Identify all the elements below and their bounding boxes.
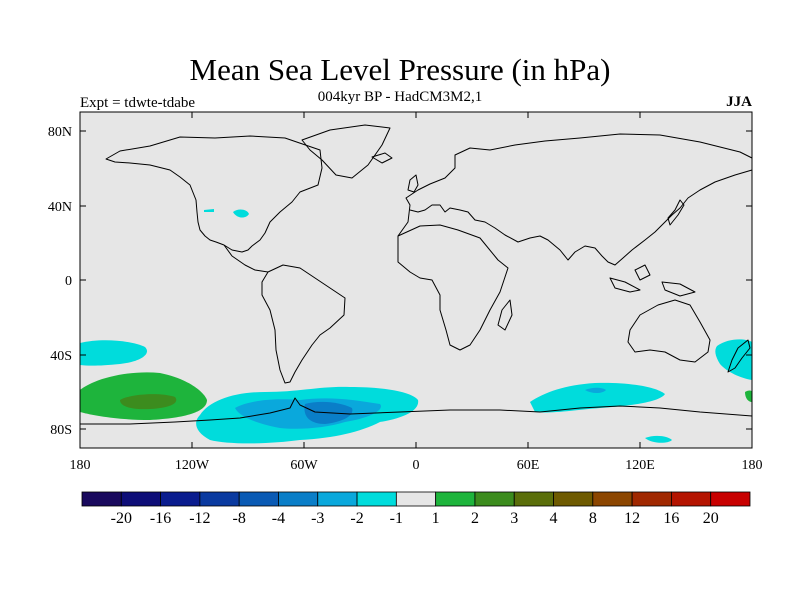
colorbar-label: 4 xyxy=(550,510,558,527)
lon-label-180-west: 180 xyxy=(70,458,91,473)
lon-label-60w: 60W xyxy=(290,458,318,473)
experiment-label: Expt = tdwte-tdabe xyxy=(80,95,196,111)
anomaly-region-indian-ocean-cyan xyxy=(530,382,665,413)
latitude-labels: 80N 40N 0 40S 80S xyxy=(48,125,72,438)
anomaly-region-se-pacific-core xyxy=(120,394,177,410)
colorbar-label: 16 xyxy=(663,510,679,527)
anomaly-region-indian-ocean-core xyxy=(585,387,606,393)
colorbar-swatch xyxy=(317,491,358,507)
coastlines xyxy=(80,124,753,425)
chart-subtitle: 004kyr BP - HadCM3M2,1 xyxy=(317,89,483,105)
colorbar: -20 -16 -12 -8 -4 -3 -2 -1 1 2 3 4 8 12 16 20 xyxy=(81,491,751,527)
coast-greenland xyxy=(301,124,391,179)
colorbar-swatch xyxy=(81,491,122,507)
anomaly-region-far-east-green xyxy=(745,390,752,402)
colorbar-swatch xyxy=(631,491,672,507)
colorbar-swatch xyxy=(435,491,476,507)
colorbar-swatch xyxy=(710,491,751,507)
coast-australia xyxy=(627,299,711,363)
coast-new-zealand xyxy=(727,339,751,373)
coast-new-guinea xyxy=(661,281,696,297)
coast-africa xyxy=(397,224,509,351)
colorbar-swatch xyxy=(474,491,515,507)
coast-antarctica xyxy=(80,397,753,425)
anomaly-region-gulf-cyan xyxy=(233,209,249,218)
lon-label-120e: 120E xyxy=(625,458,655,473)
colorbar-label: -12 xyxy=(189,510,210,527)
anomaly-region-ross-sea-cyan xyxy=(645,435,672,443)
coast-north-america xyxy=(105,135,323,253)
lat-label-0: 0 xyxy=(65,274,72,289)
lat-label-40s: 40S xyxy=(50,349,72,364)
colorbar-swatch xyxy=(238,491,279,507)
colorbar-swatch xyxy=(199,491,240,507)
colorbar-swatch xyxy=(356,491,397,507)
longitude-axis xyxy=(191,112,641,448)
coast-eurasia xyxy=(397,133,753,266)
lon-label-0: 0 xyxy=(413,458,420,473)
colorbar-label: -20 xyxy=(111,510,132,527)
coast-iceland xyxy=(371,152,393,164)
colorbar-label: -1 xyxy=(390,510,403,527)
lon-label-120w: 120W xyxy=(175,458,210,473)
anomaly-region-tasman-cyan xyxy=(715,339,752,380)
colorbar-swatch xyxy=(160,491,201,507)
colorbar-label: 1 xyxy=(432,510,440,527)
coast-south-america xyxy=(261,264,346,384)
longitude-labels: 180 120W 60W 0 60E 120E 180 xyxy=(70,458,763,473)
coast-great-britain xyxy=(407,174,419,193)
colorbar-swatch xyxy=(120,491,161,507)
colorbar-swatch xyxy=(513,491,554,507)
coast-madagascar xyxy=(497,299,513,331)
colorbar-label: -16 xyxy=(150,510,171,527)
colorbar-label: -4 xyxy=(272,510,285,527)
lat-label-80n: 80N xyxy=(48,125,72,140)
colorbar-label: 2 xyxy=(471,510,479,527)
chart-title: Mean Sea Level Pressure (in hPa) xyxy=(189,52,611,87)
colorbar-label: 20 xyxy=(703,510,719,527)
latitude-axis xyxy=(80,130,752,430)
coast-central-america xyxy=(223,244,269,273)
colorbar-label: 8 xyxy=(589,510,597,527)
colorbar-swatch xyxy=(592,491,633,507)
lon-label-60e: 60E xyxy=(517,458,540,473)
coast-indonesia xyxy=(609,264,651,293)
colorbar-swatch xyxy=(553,491,594,507)
lat-label-80s: 80S xyxy=(50,423,72,438)
colorbar-swatch xyxy=(395,491,437,507)
colorbar-label: -2 xyxy=(350,510,363,527)
colorbar-swatch xyxy=(671,491,712,507)
coast-japan xyxy=(667,199,685,226)
lon-label-180-east: 180 xyxy=(742,458,763,473)
anomaly-region-sw-pacific-cyan xyxy=(80,340,148,366)
colorbar-swatch xyxy=(278,491,319,507)
colorbar-label: -3 xyxy=(311,510,324,527)
anomaly-region-pacific-nw-cyan xyxy=(204,209,214,212)
lat-label-40n: 40N xyxy=(48,200,72,215)
season-label: JJA xyxy=(726,94,752,110)
colorbar-label: 12 xyxy=(624,510,640,527)
anomaly-fields xyxy=(80,209,752,444)
colorbar-label: -8 xyxy=(233,510,246,527)
colorbar-label: 3 xyxy=(510,510,518,527)
